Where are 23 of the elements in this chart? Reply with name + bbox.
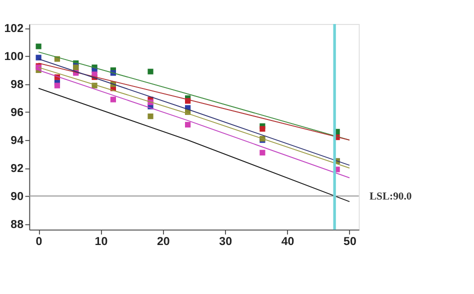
point (148, 114, 154, 120)
point (148, 68, 154, 74)
ref-line-label: LSL:90.0 (369, 192, 412, 203)
y-tick-label: 96 (10, 107, 24, 120)
point (36, 44, 42, 50)
y-tick-label: 92 (10, 163, 24, 176)
y-tick-label: 90 (10, 191, 24, 203)
y-tick-label: 98 (10, 79, 24, 92)
x-tick-label: 30 (219, 236, 232, 248)
point (185, 122, 191, 128)
x-tick-label: 50 (344, 236, 356, 248)
point (110, 96, 116, 102)
y-tick-label: 102 (4, 23, 24, 36)
y-tick-label: 88 (10, 218, 24, 231)
y-tick-label: 94 (10, 135, 24, 148)
y-tick-label: 100 (4, 51, 24, 64)
x-tick-label: 10 (94, 236, 108, 248)
point (260, 126, 266, 132)
x-tick-label: 20 (156, 236, 170, 248)
point (54, 82, 60, 88)
point (260, 150, 266, 156)
x-tick-label: 40 (281, 236, 294, 248)
x-tick-label: 0 (36, 236, 42, 248)
